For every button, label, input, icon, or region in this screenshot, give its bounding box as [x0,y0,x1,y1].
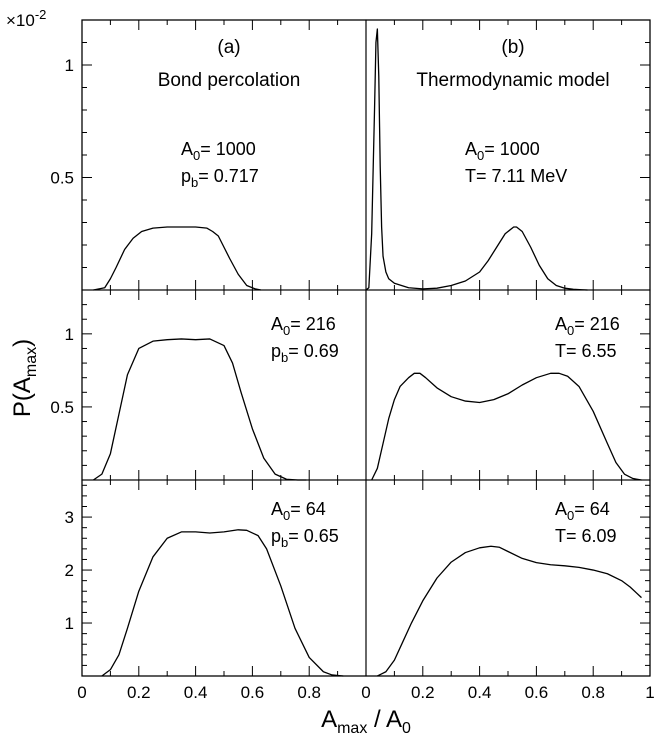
annotation-value: = 64 [574,499,610,519]
panel-annotation-a-top: A0= 1000 [181,139,256,163]
annotation-symbol: T [555,526,566,546]
x-tick-label-left: 0.8 [297,683,321,702]
panel-annotation-b-middle: A0= 216 [555,314,620,338]
annotation-symbol: T [555,341,566,361]
annotation-subscript: 0 [567,323,574,338]
y-tick-label-a-top: 1 [65,56,74,75]
panel-annotation-b-top: A0= 1000 [465,139,540,163]
annotation-subscript: b [281,350,288,365]
panel-annotation-b-bottom: T= 6.09 [555,526,617,546]
annotation-subscript: 0 [283,323,290,338]
series-line-b-bottom [377,545,642,677]
annotation-value: = 6.55 [566,341,617,361]
annotation-symbol: A [555,314,567,334]
panel-annotation-a-top: pb= 0.717 [181,166,259,190]
annotation-subscript: b [281,535,288,550]
x-axis-title-sub1: max [337,720,367,736]
y-axis-title: P(Amax) [9,339,40,417]
annotation-value: = 6.09 [566,526,617,546]
x-axis-title: Amax / A0 [321,706,411,736]
x-tick-label-left: 0.4 [184,683,208,702]
panel-annotation-a-middle: pb= 0.69 [271,341,339,365]
panel-annotation-b-middle: T= 6.55 [555,341,617,361]
y-tick-label-a-middle: 1 [65,325,74,344]
annotation-subscript: 0 [283,508,290,523]
y-tick-label-a-middle: 0.5 [50,398,74,417]
annotation-value: = 64 [290,499,326,519]
y-axis-title-sub: max [23,347,40,377]
annotation-value: = 216 [574,314,620,334]
annotation-symbol: p [181,166,191,186]
panel-annotation-a-bottom: A0= 64 [271,499,326,523]
annotation-symbol: A [181,139,193,159]
y-tick-label-a-bottom: 3 [65,508,74,527]
annotation-value: = 1000 [484,139,540,159]
panel-title-a-top: (a) [217,37,240,58]
y-scale-factor-exponent: -2 [35,7,47,22]
series-line-b-top [365,28,588,291]
x-axis-title-mid: / A [367,706,402,733]
panel-annotation-b-top: T= 7.11 MeV [465,166,567,186]
annotation-symbol: T [465,166,476,186]
annotation-symbol: A [555,499,567,519]
x-tick-label-left: 0 [77,683,86,702]
y-axis-title-main: P(A [9,377,36,417]
annotation-symbol: p [271,526,281,546]
annotation-value: = 0.717 [198,166,259,186]
annotation-value: = 0.65 [288,526,339,546]
annotation-value: = 1000 [200,139,256,159]
x-axis-title-main: A [321,706,337,733]
annotation-subscript: b [191,175,198,190]
x-tick-label-right: 0.6 [525,683,549,702]
x-tick-label-left: 0.2 [127,683,151,702]
y-scale-factor: ×10-2 [6,7,46,30]
panel-subtitle-b-top: Thermodynamic model [416,70,609,91]
y-axis-title-close: ) [9,339,36,347]
annotation-subscript: 0 [193,148,200,163]
annotation-symbol: A [465,139,477,159]
x-tick-label-left: 0.6 [241,683,265,702]
panel-annotation-b-bottom: A0= 64 [555,499,610,523]
annotation-value: = 7.11 MeV [476,166,567,186]
x-axis-title-sub2: 0 [402,720,411,736]
x-tick-label-right: 0.2 [411,683,435,702]
panel-subtitle-a-top: Bond percolation [158,70,301,91]
y-tick-label-a-top: 0.5 [50,169,74,188]
y-tick-label-a-bottom: 2 [65,561,74,580]
panel-annotation-a-bottom: pb= 0.65 [271,526,339,550]
y-tick-label-a-bottom: 1 [65,614,74,633]
annotation-symbol: A [271,499,283,519]
annotation-value: = 0.69 [288,341,339,361]
x-tick-label-right: 0.4 [468,683,492,702]
y-scale-factor-prefix: ×10 [6,11,35,30]
series-line-a-middle [92,338,307,481]
series-line-a-bottom [101,529,344,677]
annotation-subscript: 0 [477,148,484,163]
annotation-subscript: 0 [567,508,574,523]
x-tick-label-right: 1 [645,683,654,702]
x-tick-label-right: 0.8 [581,683,605,702]
annotation-symbol: A [271,314,283,334]
annotation-value: = 216 [290,314,336,334]
panel-annotation-a-middle: A0= 216 [271,314,336,338]
series-line-a-top [93,226,262,291]
series-line-b-middle [371,372,642,481]
panel-title-b-top: (b) [501,37,524,58]
x-tick-label-right: 0 [361,683,370,702]
annotation-symbol: p [271,341,281,361]
